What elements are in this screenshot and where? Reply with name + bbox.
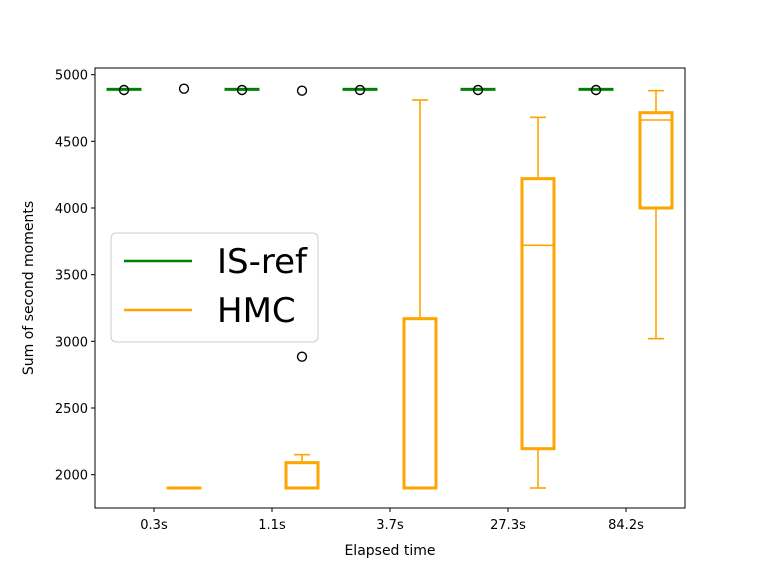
hmc-box-4 [638, 89, 674, 340]
x-tick-label: 1.1s [258, 518, 286, 533]
is-ref-outlier-point [354, 84, 366, 96]
y-tick-label: 4500 [55, 135, 88, 150]
x-tick-label: 84.2s [608, 518, 644, 533]
is-ref-box-4 [578, 84, 614, 96]
is-ref-box-0 [106, 84, 142, 96]
hmc-box-0 [166, 83, 202, 490]
hmc-box-1 [284, 85, 320, 490]
y-tick-label: 2500 [55, 402, 88, 417]
legend-label-is-ref: IS-ref [217, 242, 308, 282]
hmc-iqr-box [638, 111, 674, 210]
is-ref-box-1 [224, 84, 260, 96]
is-ref-outlier-point [118, 84, 130, 96]
hmc-outlier-point [178, 83, 190, 94]
y-tick-label: 3500 [55, 269, 88, 284]
y-tick-label: 4000 [55, 202, 88, 217]
y-axis-title: Sum of second moments [21, 201, 37, 375]
plot-frame [94, 67, 686, 509]
chart-marks [106, 83, 674, 490]
x-tick-label: 0.3s [140, 518, 168, 533]
y-tick-label: 3000 [55, 335, 88, 350]
legend-label-hmc: HMC [217, 291, 296, 331]
hmc-box-3 [520, 116, 556, 489]
hmc-outlier-point [296, 351, 308, 362]
is-ref-outlier-point [236, 84, 248, 96]
x-axis-title: Elapsed time [344, 543, 435, 559]
x-tick-label: 3.7s [376, 518, 404, 533]
is-ref-outlier-point [472, 84, 484, 96]
y-tick-label: 2000 [55, 469, 88, 484]
x-tick-label: 27.3s [490, 518, 526, 533]
legend: IS-ref HMC [110, 232, 319, 343]
is-ref-box-2 [342, 84, 378, 96]
is-ref-outlier-point [590, 84, 602, 96]
axes: 2000 2500 3000 3500 4000 4500 5000 0.3s 1.1s 3.7s… [55, 69, 644, 533]
is-ref-box-3 [460, 84, 496, 96]
y-tick-label: 5000 [55, 69, 88, 84]
hmc-outlier-point [296, 85, 308, 96]
hmc-box-2 [402, 99, 438, 490]
hmc-iqr-box [520, 177, 556, 451]
